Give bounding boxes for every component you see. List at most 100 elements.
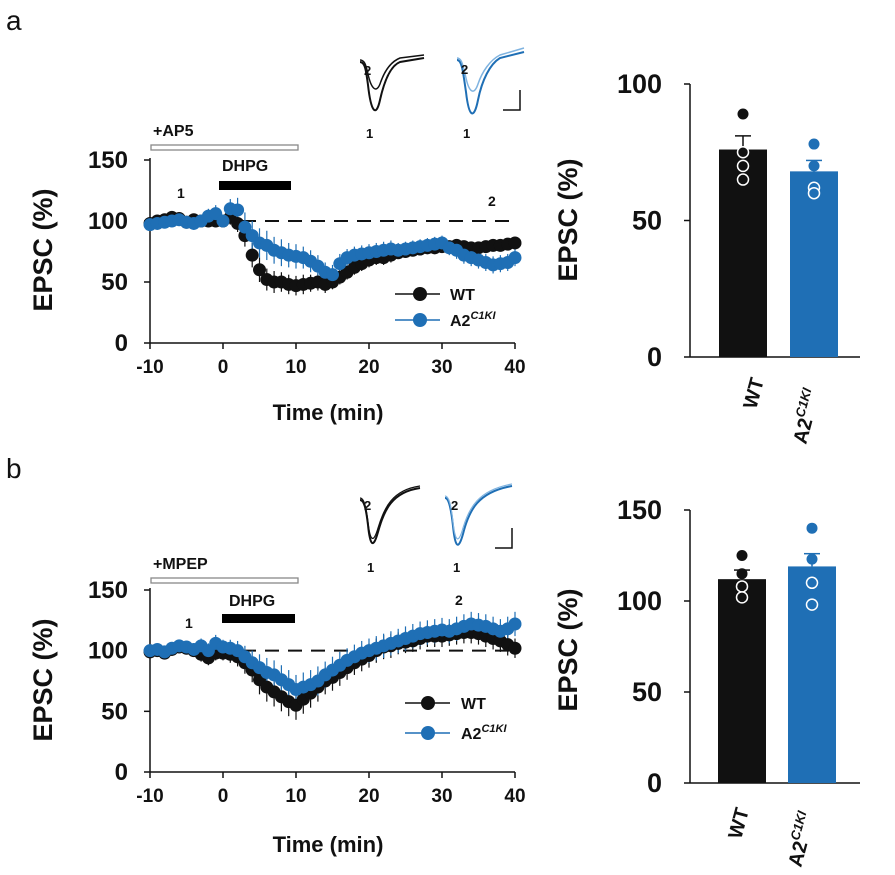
data-point-ki: [326, 268, 339, 282]
x-tick-label: 0: [218, 357, 229, 378]
drug-bar-label: +MPEP: [153, 556, 208, 573]
data-point-ki: [216, 214, 230, 228]
individual-point: [736, 568, 748, 580]
trace-label-1: 1: [463, 126, 470, 141]
y-tick-label: 50: [632, 677, 662, 707]
trace-label-2: 2: [364, 63, 371, 78]
individual-point: [806, 522, 818, 534]
data-point-ki: [231, 203, 245, 217]
timepoint-label-1: 1: [185, 615, 193, 631]
agonist-bar-label: DHPG: [222, 158, 268, 175]
legend: WT A2C1KI: [395, 287, 496, 330]
individual-point: [736, 173, 750, 186]
trace-label-1: 1: [367, 560, 374, 575]
legend-marker-wt: [421, 696, 435, 710]
y-tick-label: 150: [88, 577, 128, 604]
individual-point: [736, 550, 748, 561]
data-point-wt: [508, 641, 522, 655]
timepoint-label-1: 1: [177, 185, 185, 201]
y-axis-label: EPSC (%): [553, 158, 583, 281]
bar-wt: [718, 579, 766, 783]
legend: WT A2C1KI: [405, 696, 507, 743]
trace-inset-a-wt: 2 1: [359, 54, 425, 141]
trace-label-1: 1: [453, 560, 460, 575]
bar-chart-a: 0 50 100 EPSC (%) WT A2C1KI: [553, 69, 860, 446]
individual-point: [737, 108, 749, 120]
x-tick-label: 10: [285, 786, 306, 807]
trace-label-1: 1: [366, 126, 373, 141]
data-point-wt: [245, 248, 259, 262]
individual-point: [735, 591, 749, 604]
drug-bar: [150, 144, 299, 151]
y-axis-label: EPSC (%): [28, 188, 58, 311]
y-tick-label: 0: [115, 759, 128, 786]
individual-point: [808, 138, 820, 150]
individual-point: [806, 553, 818, 565]
legend-label-wt: WT: [450, 287, 475, 304]
agonist-bar: [222, 614, 295, 623]
y-tick-label: 150: [88, 147, 128, 174]
category-label-wt: WT: [740, 376, 769, 412]
data-point-ki: [508, 617, 522, 631]
individual-point: [735, 580, 749, 593]
scale-bar: [503, 90, 521, 111]
legend-marker-wt: [413, 287, 427, 301]
y-tick-label: 50: [632, 206, 662, 236]
trace-inset-a-ki: 2 1: [456, 47, 525, 141]
bar-chart-b: 0 50 100 150 EPSC (%) WT A2C1KI: [553, 495, 860, 869]
x-axis-label: Time (min): [273, 400, 384, 425]
x-tick-label: -10: [136, 357, 163, 378]
category-label-wt: WT: [725, 806, 754, 842]
x-tick-label: 20: [358, 786, 379, 807]
x-axis-label: Time (min): [273, 832, 384, 857]
agonist-bar: [219, 181, 291, 190]
timepoint-label-2: 2: [455, 592, 463, 608]
x-tick-label: 0: [218, 786, 229, 807]
timepoint-label-2: 2: [488, 193, 496, 209]
x-tick-label: 30: [431, 786, 452, 807]
data-point-wt: [253, 263, 266, 277]
legend-label-ki: A2C1KI: [461, 723, 507, 743]
legend-marker-ki: [421, 726, 435, 740]
trace-label-2: 2: [364, 498, 371, 513]
x-tick-label: 40: [504, 357, 525, 378]
x-tick-label: 40: [504, 786, 525, 807]
individual-point: [807, 186, 821, 200]
y-tick-label: 100: [617, 586, 662, 616]
data-point-ki: [238, 220, 252, 234]
y-tick-label: 0: [115, 330, 128, 357]
trace-label-2: 2: [451, 498, 458, 513]
category-label-ki: A2C1KI: [786, 386, 826, 446]
legend-label-ki: A2C1KI: [450, 310, 496, 330]
drug-bar: [150, 577, 299, 584]
y-tick-label: 100: [88, 208, 128, 235]
individual-point: [805, 576, 819, 590]
trace-label-2: 2: [461, 62, 468, 77]
trace-inset-b-ki: 2 1: [444, 483, 513, 575]
x-tick-label: 10: [285, 357, 306, 378]
individual-point: [736, 146, 750, 159]
y-tick-label: 50: [101, 269, 128, 296]
data-point-wt: [508, 236, 522, 250]
drug-bar-label: +AP5: [153, 123, 194, 140]
agonist-bar-label: DHPG: [229, 593, 275, 610]
individual-point: [736, 159, 750, 173]
y-tick-label: 50: [101, 698, 128, 725]
time-course-plot-a: +AP5 DHPG 1 2 0 50 100 150 -10 0 10 20 30 40 EPSC…: [28, 123, 526, 425]
legend-label-wt: WT: [461, 696, 486, 713]
scale-bar: [495, 528, 513, 549]
individual-point: [805, 598, 819, 611]
data-point-ki: [508, 251, 522, 265]
y-tick-label: 0: [647, 342, 662, 372]
x-tick-label: -10: [136, 786, 163, 807]
y-axis-label: EPSC (%): [553, 588, 583, 711]
bar-ki: [790, 171, 838, 357]
trace-inset-b-wt: 2 1: [359, 485, 421, 575]
y-tick-label: 0: [647, 768, 662, 798]
panel-label-a: a: [6, 5, 22, 36]
x-tick-label: 30: [431, 357, 452, 378]
legend-marker-ki: [413, 313, 427, 327]
x-tick-label: 20: [358, 357, 379, 378]
category-label-ki: A2C1KI: [781, 809, 821, 869]
